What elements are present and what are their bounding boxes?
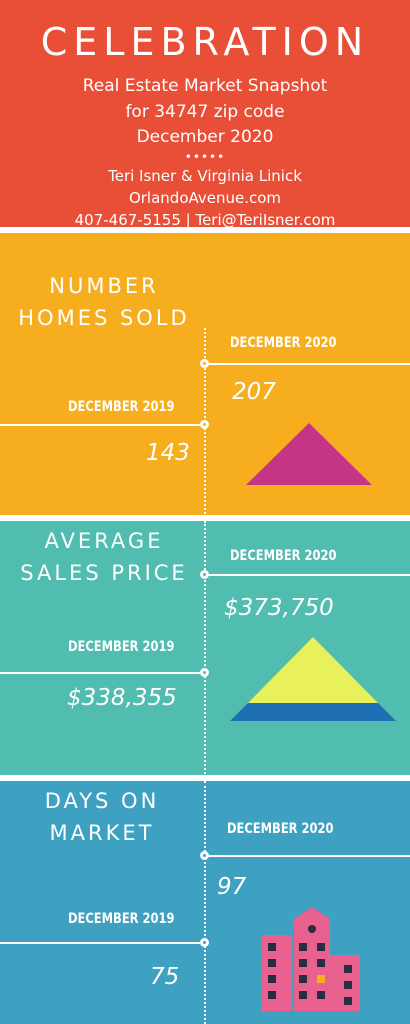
current-value: 207 <box>232 379 276 405</box>
current-period-line <box>205 855 410 857</box>
timeline-node <box>200 570 209 579</box>
section-homes-sold: NUMBER HOMES SOLD DECEMBER 2020 207 DECE… <box>0 233 410 515</box>
section-title: DAYS ON MARKET <box>2 785 202 849</box>
previous-period-label: DECEMBER 2019 <box>68 639 175 655</box>
timeline-node <box>200 359 209 368</box>
current-period-label: DECEMBER 2020 <box>230 335 337 351</box>
section-title-line2: HOMES SOLD <box>18 306 190 330</box>
divider-dots: ••••• <box>184 150 226 164</box>
current-period-line <box>205 363 410 365</box>
previous-period-line <box>0 424 205 426</box>
section-title-line1: AVERAGE <box>44 529 164 553</box>
section-title-line1: DAYS ON <box>44 789 160 813</box>
header-banner: CELEBRATION Real Estate Market Snapshot … <box>0 0 410 227</box>
agents: Teri Isner & Virginia Linick <box>108 167 302 185</box>
previous-value: 143 <box>146 440 190 466</box>
previous-value: 75 <box>150 964 180 990</box>
section-title: AVERAGE SALES PRICE <box>14 525 194 589</box>
page-title: CELEBRATION <box>40 20 370 64</box>
timeline-node <box>200 668 209 677</box>
timeline-line <box>204 521 206 775</box>
subtitle: Real Estate Market Snapshot <box>82 76 328 96</box>
timeline-node <box>200 938 209 947</box>
section-title: NUMBER HOMES SOLD <box>14 270 194 334</box>
pyramid-icon <box>230 637 396 721</box>
current-value: 97 <box>217 874 247 900</box>
timeline-line <box>204 781 206 1024</box>
current-period-line <box>205 574 410 576</box>
zip-line: for 34747 zip code <box>125 102 285 122</box>
section-days-on-market: DAYS ON MARKET DECEMBER 2020 97 DECEMBER… <box>0 781 410 1024</box>
timeline-node <box>200 851 209 860</box>
timeline-node <box>200 420 209 429</box>
current-value: $373,750 <box>224 595 334 621</box>
previous-period-line <box>0 942 205 944</box>
previous-period-label: DECEMBER 2019 <box>68 399 175 415</box>
current-period-label: DECEMBER 2020 <box>230 548 337 564</box>
previous-period-label: DECEMBER 2019 <box>68 911 175 927</box>
previous-value: $338,355 <box>67 685 177 711</box>
section-title-line1: NUMBER <box>49 274 159 298</box>
section-title-line2: SALES PRICE <box>20 561 188 585</box>
contact: 407-467-5155 | Teri@TeriIsner.com <box>74 211 336 227</box>
building-icon <box>262 907 360 1011</box>
triangle-icon <box>246 423 372 485</box>
period: December 2020 <box>136 127 274 147</box>
website: OrlandoAvenue.com <box>128 189 282 207</box>
section-sales-price: AVERAGE SALES PRICE DECEMBER 2020 $373,7… <box>0 521 410 775</box>
section-title-line2: MARKET <box>49 821 155 845</box>
current-period-label: DECEMBER 2020 <box>227 821 334 837</box>
previous-period-line <box>0 672 205 674</box>
